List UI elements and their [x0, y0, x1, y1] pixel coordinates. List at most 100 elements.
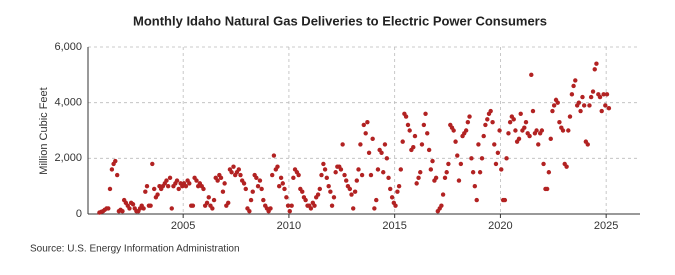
point — [585, 142, 590, 147]
point — [215, 178, 220, 183]
point — [220, 189, 226, 194]
point — [522, 125, 527, 130]
point — [300, 189, 305, 194]
point — [359, 172, 365, 178]
point — [569, 92, 575, 97]
point — [218, 175, 224, 181]
point — [254, 175, 259, 181]
point — [270, 172, 275, 178]
y-tick-label: 0 — [76, 208, 82, 220]
point — [398, 167, 403, 172]
point — [317, 186, 322, 192]
point — [388, 186, 393, 192]
point — [567, 114, 573, 119]
point — [539, 128, 545, 133]
point — [418, 170, 423, 175]
point — [366, 150, 372, 155]
point — [250, 189, 255, 194]
point — [271, 153, 277, 158]
point — [470, 170, 476, 175]
point — [372, 206, 377, 211]
point — [590, 89, 596, 94]
point — [594, 61, 599, 66]
point — [257, 178, 263, 183]
point — [291, 175, 296, 181]
point — [236, 167, 241, 172]
point — [382, 142, 388, 147]
source: Source: U.S. Energy Information Administ… — [30, 244, 240, 255]
point — [546, 170, 552, 175]
point — [120, 209, 125, 214]
point — [340, 142, 345, 147]
point — [243, 186, 248, 192]
point — [176, 186, 181, 192]
point — [581, 103, 587, 108]
point — [329, 203, 335, 208]
point — [527, 133, 532, 139]
point — [328, 189, 333, 194]
point — [433, 175, 439, 181]
point — [368, 172, 374, 178]
point — [504, 156, 509, 161]
point — [421, 122, 427, 128]
point — [455, 153, 460, 158]
point — [106, 206, 111, 211]
point — [592, 67, 597, 72]
point — [451, 128, 456, 133]
point — [530, 108, 536, 114]
point — [296, 172, 301, 178]
point — [550, 108, 555, 114]
point — [555, 100, 560, 105]
point — [492, 142, 497, 147]
point — [474, 197, 479, 203]
point — [463, 128, 469, 133]
point — [497, 128, 502, 133]
point — [261, 197, 266, 203]
point — [347, 186, 353, 192]
point — [603, 103, 608, 108]
point — [365, 119, 370, 125]
point — [167, 175, 173, 181]
point — [255, 183, 261, 189]
point — [516, 136, 522, 142]
point — [151, 186, 157, 192]
point — [113, 158, 118, 164]
point — [231, 164, 236, 169]
point — [351, 206, 356, 211]
point — [523, 119, 529, 125]
point — [511, 117, 516, 122]
point — [324, 175, 329, 181]
point — [426, 147, 432, 153]
point — [571, 83, 576, 89]
point — [502, 197, 508, 203]
point — [354, 178, 360, 183]
point — [560, 128, 566, 133]
point — [370, 136, 375, 142]
point — [319, 172, 324, 178]
point — [358, 142, 363, 147]
point — [276, 183, 282, 189]
point — [204, 200, 210, 206]
point — [548, 136, 553, 142]
point — [599, 108, 604, 114]
point — [333, 170, 338, 175]
y-tick-label: 6,000 — [54, 41, 82, 53]
point — [414, 181, 419, 186]
y-tick-label: 4,000 — [54, 97, 82, 109]
point — [141, 206, 146, 211]
point — [458, 161, 464, 167]
x-tick-label: 2020 — [488, 220, 512, 232]
point — [321, 161, 326, 167]
point — [169, 206, 174, 211]
point — [606, 106, 612, 111]
point — [400, 139, 405, 144]
point — [247, 209, 252, 214]
point — [206, 195, 211, 200]
x-tick-label: 2005 — [171, 220, 195, 232]
point — [278, 175, 284, 181]
point — [127, 206, 132, 211]
point — [485, 117, 490, 122]
point — [229, 170, 234, 175]
point — [381, 170, 386, 175]
point — [453, 139, 458, 144]
